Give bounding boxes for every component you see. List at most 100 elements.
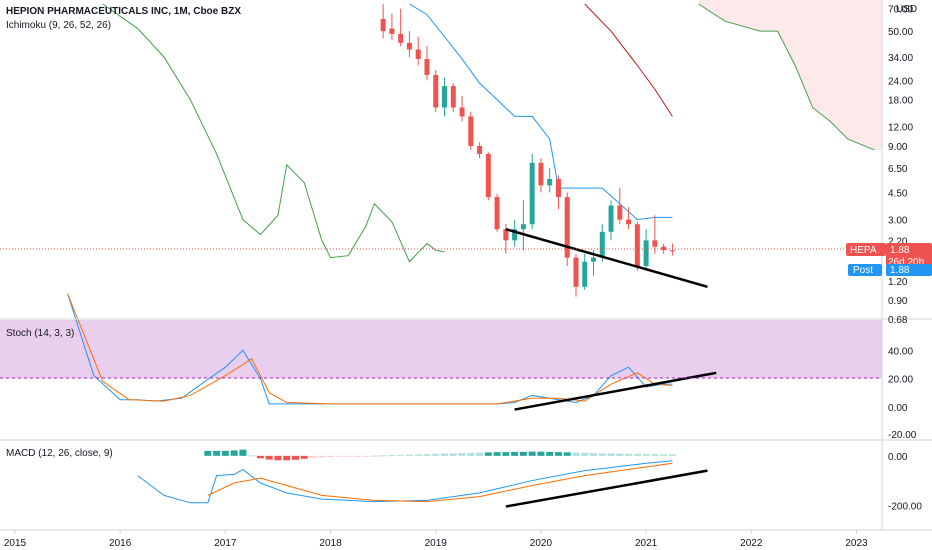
candle-body-2020-01[interactable] xyxy=(538,162,544,186)
price-axis-tick-13: 0.68 xyxy=(888,315,908,326)
macd-histogram-bar-2018-01 xyxy=(327,455,335,458)
macd-histogram-bar-2020-08 xyxy=(598,453,606,456)
candle-body-2020-08[interactable] xyxy=(599,231,605,258)
macd-histogram-bar-2018-12 xyxy=(423,454,431,456)
macd-histogram-bar-2017-11 xyxy=(309,455,317,459)
candle-body-2021-02[interactable] xyxy=(652,240,658,247)
macd-histogram-bar-2020-10 xyxy=(616,453,624,456)
candle-body-2019-07[interactable] xyxy=(485,153,491,198)
stoch-overbought-band-layer xyxy=(0,320,882,379)
currency-label[interactable]: USD xyxy=(896,4,917,15)
candle-body-2020-03[interactable] xyxy=(555,178,561,198)
stoch-trendline[interactable] xyxy=(514,371,717,411)
macd-histogram-bar-2019-10 xyxy=(511,451,519,456)
stoch-legend[interactable]: Stoch (14, 3, 3) xyxy=(6,328,74,339)
macd-histogram-bar-2018-05 xyxy=(362,455,370,457)
candle-body-2019-08[interactable] xyxy=(494,197,500,230)
macd-histogram-bar-2018-03 xyxy=(344,455,352,457)
candle-body-2021-04[interactable] xyxy=(669,250,675,252)
candle-body-2019-04[interactable] xyxy=(459,107,465,117)
macd-legend[interactable]: MACD (12, 26, close, 9) xyxy=(6,448,113,459)
price-axis-tick-11: 1.20 xyxy=(888,277,908,288)
candle-body-2019-11[interactable] xyxy=(520,224,526,230)
macd-histogram-bar-2017-07 xyxy=(274,455,282,461)
macd-histogram-bar-2018-06 xyxy=(370,455,378,457)
time-axis-tick-2021: 2021 xyxy=(635,538,658,549)
price-axis-tick-10: 2.20 xyxy=(888,236,908,247)
price-axis-tick-9: 3.00 xyxy=(888,216,908,227)
candle-body-2018-09[interactable] xyxy=(398,33,404,43)
macd-histogram-bar-2021-01 xyxy=(642,454,650,456)
candle-body-2018-07[interactable] xyxy=(380,18,386,32)
candle-body-2018-11[interactable] xyxy=(415,49,421,59)
candle-body-2020-10[interactable] xyxy=(617,205,623,220)
macd-histogram-bar-2021-02 xyxy=(651,454,659,456)
candle-body-2019-06[interactable] xyxy=(477,146,483,154)
stoch-d-line xyxy=(67,293,673,405)
macd-histogram-bar-2017-04 xyxy=(248,455,256,457)
macd-trendline[interactable] xyxy=(505,469,708,508)
candle-body-2019-01[interactable] xyxy=(433,74,439,108)
post-price-tag[interactable] xyxy=(886,264,932,276)
macd-histogram-bar-2020-09 xyxy=(607,453,615,456)
candle-body-2020-02[interactable] xyxy=(547,178,553,186)
macd-histogram-bar-2017-05 xyxy=(256,455,264,459)
bar-countdown: 26d 20h xyxy=(888,257,924,268)
ichimoku-legend[interactable]: Ichimoku (9, 26, 52, 26) xyxy=(6,20,111,31)
macd-histogram-bar-2018-04 xyxy=(353,455,361,457)
candles-layer[interactable] xyxy=(380,4,675,297)
candle-body-2020-12[interactable] xyxy=(634,224,640,267)
macd-histogram-bar-2019-07 xyxy=(484,452,492,456)
trendlines-layer[interactable] xyxy=(505,227,717,508)
macd-histogram-bar-2019-11 xyxy=(519,451,527,456)
price-trendline[interactable] xyxy=(505,227,708,288)
price-axis-tick-0: 70.00 xyxy=(888,5,913,16)
candle-body-2019-03[interactable] xyxy=(450,86,456,108)
candle-body-2018-10[interactable] xyxy=(406,42,412,50)
macd-histogram-bar-2021-04 xyxy=(668,454,676,456)
ichimoku-cloud-layer xyxy=(698,0,882,151)
macd-histogram-bar-2018-02 xyxy=(335,455,343,457)
macd-histogram-bar-2017-10 xyxy=(300,455,308,459)
candle-body-2019-09[interactable] xyxy=(503,229,509,241)
candle-body-2021-03[interactable] xyxy=(661,246,667,251)
post-tag-label: Post xyxy=(853,265,873,276)
candle-body-2018-08[interactable] xyxy=(389,28,395,34)
macd-histogram-bar-2017-06 xyxy=(265,455,273,460)
symbol-tag-label: HEPA xyxy=(850,245,877,256)
last-price-tag[interactable] xyxy=(886,243,932,269)
macd-histogram-bar-2017-08 xyxy=(283,455,291,461)
macd-histogram-bar-2019-03 xyxy=(449,453,457,456)
chart-title: HEPION PHARMACEUTICALS INC, 1M, Cboe BZX xyxy=(6,6,241,17)
candle-body-2020-11[interactable] xyxy=(626,219,632,225)
candle-body-2020-07[interactable] xyxy=(591,257,597,262)
ichimoku-lagging-span xyxy=(102,3,445,263)
macd-histogram-bar-2019-06 xyxy=(476,452,484,456)
candle-body-2020-06[interactable] xyxy=(582,261,588,287)
candle-body-2018-12[interactable] xyxy=(424,58,430,75)
macd-histogram-bar-2020-01 xyxy=(537,451,545,456)
macd-histogram-bar-2017-02 xyxy=(230,450,238,456)
time-axis-tick-2023: 2023 xyxy=(845,538,868,549)
candle-body-2021-01[interactable] xyxy=(643,240,649,267)
candle-body-2020-05[interactable] xyxy=(573,257,579,287)
candle-body-2020-09[interactable] xyxy=(608,205,614,232)
price-axis-tick-6: 9.00 xyxy=(888,142,908,153)
candle-body-2019-12[interactable] xyxy=(529,162,535,225)
candle-body-2019-05[interactable] xyxy=(468,116,474,147)
time-axis-tick-2017: 2017 xyxy=(214,538,237,549)
symbol-tag[interactable] xyxy=(846,243,886,256)
post-tag[interactable] xyxy=(848,264,882,276)
ichimoku-base-line xyxy=(584,3,673,117)
candle-body-2019-02[interactable] xyxy=(442,86,447,108)
macd-histogram-bar-2020-11 xyxy=(625,453,633,456)
macd-signal-line xyxy=(207,462,673,503)
ichimoku-cloud-fill xyxy=(698,0,882,150)
stoch-axis-tick-1: 20.00 xyxy=(888,375,913,386)
time-axis-tick-2018: 2018 xyxy=(319,538,342,549)
candle-body-2020-04[interactable] xyxy=(564,197,570,258)
candle-body-2019-10[interactable] xyxy=(512,229,518,241)
macd-histogram-bar-2019-12 xyxy=(528,451,536,456)
macd-histogram-bar-2017-01 xyxy=(221,450,229,456)
